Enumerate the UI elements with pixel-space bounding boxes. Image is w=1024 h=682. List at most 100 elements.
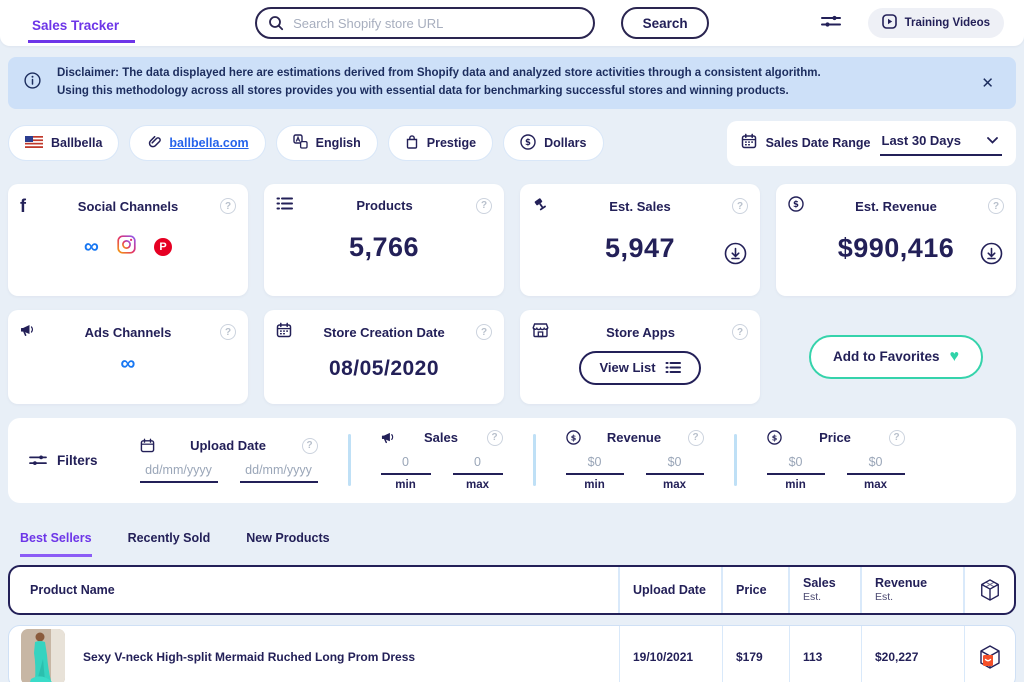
megaphone-icon	[20, 322, 36, 343]
store-apps-card: Store Apps ? View List	[520, 309, 760, 404]
min-label: min	[395, 478, 416, 491]
view-list-button[interactable]: View List	[579, 350, 701, 385]
price-max-input[interactable]	[846, 454, 905, 475]
filter-divider	[347, 434, 351, 487]
est-sales-value: 5,947	[604, 232, 676, 263]
sliders-icon	[29, 455, 47, 466]
heart-icon: ♥	[949, 347, 960, 365]
help-icon[interactable]: ?	[732, 324, 748, 341]
col-price: Price	[736, 582, 767, 597]
revenue-filter-title: Revenue	[606, 430, 662, 446]
instagram-icon[interactable]	[117, 234, 136, 259]
help-icon[interactable]: ?	[486, 429, 503, 446]
est-revenue-title: Est. Revenue	[855, 198, 937, 214]
training-videos-label: Training Videos	[904, 17, 990, 29]
est-sales-title: Est. Sales	[609, 198, 671, 214]
help-icon[interactable]: ?	[476, 197, 492, 214]
upload-date-to-input[interactable]	[239, 462, 318, 483]
help-icon[interactable]: ?	[732, 198, 748, 215]
product-price: $179	[722, 625, 789, 682]
product-thumbnail	[21, 628, 65, 682]
help-icon[interactable]: ?	[476, 324, 492, 341]
col-sales: Sales	[803, 576, 836, 591]
price-filter-title: Price	[819, 430, 851, 446]
meta-icon[interactable]: ∞	[84, 235, 99, 259]
product-name[interactable]: Sexy V-neck High-split Mermaid Ruched Lo…	[83, 649, 416, 664]
stats-row-1: f Social Channels ? ∞ P Products ? 5,766	[8, 183, 1016, 296]
help-icon[interactable]: ?	[988, 198, 1004, 215]
store-domain-pill[interactable]: ballbella.com	[129, 125, 266, 162]
revenue-min-input[interactable]	[565, 454, 624, 475]
filter-divider	[532, 434, 536, 487]
add-to-favorites-button[interactable]: Add to Favorites ♥	[808, 334, 983, 379]
megaphone-icon	[381, 432, 393, 444]
search-input[interactable]	[255, 7, 596, 39]
list-icon	[276, 196, 293, 216]
disclaimer-line-2: Using this methodology across all stores…	[57, 84, 789, 97]
store-theme-pill: Prestige	[387, 125, 494, 162]
help-icon[interactable]: ?	[888, 429, 905, 446]
find-supplier-cell[interactable]	[964, 625, 1015, 682]
sliders-icon[interactable]	[820, 12, 842, 35]
tab-new-products[interactable]: New Products	[246, 530, 330, 545]
storefront-icon	[532, 322, 549, 343]
sales-filter: Sales ? min max	[380, 429, 503, 491]
training-videos-button[interactable]: Training Videos	[867, 8, 1004, 38]
view-list-label: View List	[599, 360, 656, 376]
help-icon[interactable]: ?	[301, 437, 318, 454]
products-title: Products	[356, 198, 413, 214]
est-revenue-value: $990,416	[837, 232, 955, 263]
svg-text:$: $	[570, 434, 576, 443]
download-icon[interactable]	[724, 242, 747, 270]
table-row[interactable]: Sexy V-neck High-split Mermaid Ruched Lo…	[8, 624, 1016, 682]
price-filter: $ Price ? min max	[766, 429, 905, 491]
dollar-circle-icon: $	[520, 133, 536, 153]
store-creation-date-card: Store Creation Date ? 08/05/2020	[264, 309, 504, 404]
store-domain-link[interactable]: ballbella.com	[169, 136, 249, 151]
help-icon[interactable]: ?	[220, 324, 236, 341]
revenue-filter: $ Revenue ? min max	[565, 429, 704, 491]
stats-row-2: Ads Channels ? ∞ Store Creation Date ? 0…	[8, 309, 1016, 404]
calendar-icon	[741, 133, 757, 154]
store-name: Ballbella	[51, 136, 103, 151]
tab-best-sellers[interactable]: Best Sellers	[20, 531, 92, 557]
tab-sales-tracker[interactable]: Sales Tracker	[28, 4, 136, 43]
help-icon[interactable]: ?	[687, 429, 704, 446]
package-icon	[980, 578, 999, 601]
close-icon[interactable]: ✕	[981, 74, 994, 92]
help-icon[interactable]: ?	[220, 198, 236, 215]
col-revenue-sub: Est.	[875, 591, 894, 604]
sales-max-input[interactable]	[452, 454, 503, 475]
min-label: min	[584, 478, 605, 491]
date-range-select[interactable]: Last 30 Days	[879, 130, 1002, 157]
upload-date-filter: Upload Date ?	[139, 437, 318, 483]
est-sales-card: Est. Sales ? 5,947	[520, 183, 760, 296]
price-min-input[interactable]	[766, 454, 825, 475]
ads-channels-card: Ads Channels ? ∞	[8, 309, 248, 404]
download-icon[interactable]	[980, 242, 1003, 270]
max-label: max	[663, 478, 687, 491]
link-icon	[146, 134, 162, 152]
store-search	[255, 7, 596, 39]
upload-date-from-input[interactable]	[139, 462, 218, 483]
product-tabs: Best Sellers Recently Sold New Products	[8, 531, 1016, 557]
info-icon	[24, 72, 41, 94]
filter-divider	[733, 434, 737, 487]
search-icon	[268, 15, 284, 36]
pinterest-icon[interactable]: P	[153, 237, 172, 256]
sales-min-input[interactable]	[380, 454, 431, 475]
revenue-max-input[interactable]	[645, 454, 704, 475]
date-range-label: Sales Date Range	[765, 136, 871, 151]
tab-recently-sold[interactable]: Recently Sold	[127, 530, 211, 545]
search-button[interactable]: Search	[621, 7, 710, 39]
filters-text: Filters	[57, 452, 98, 468]
svg-text:$: $	[793, 200, 799, 210]
est-revenue-card: $ Est. Revenue ? $990,416	[776, 183, 1016, 296]
product-upload-date: 19/10/2021	[619, 625, 722, 682]
products-table-header: Product Name Upload Date Price Sales Est…	[8, 564, 1016, 615]
list-icon	[665, 362, 681, 374]
meta-icon[interactable]: ∞	[120, 351, 136, 375]
disclaimer-text: Disclaimer: The data displayed here are …	[57, 65, 959, 101]
filters-label: Filters	[28, 452, 98, 468]
store-creation-date-value: 08/05/2020	[328, 356, 440, 380]
